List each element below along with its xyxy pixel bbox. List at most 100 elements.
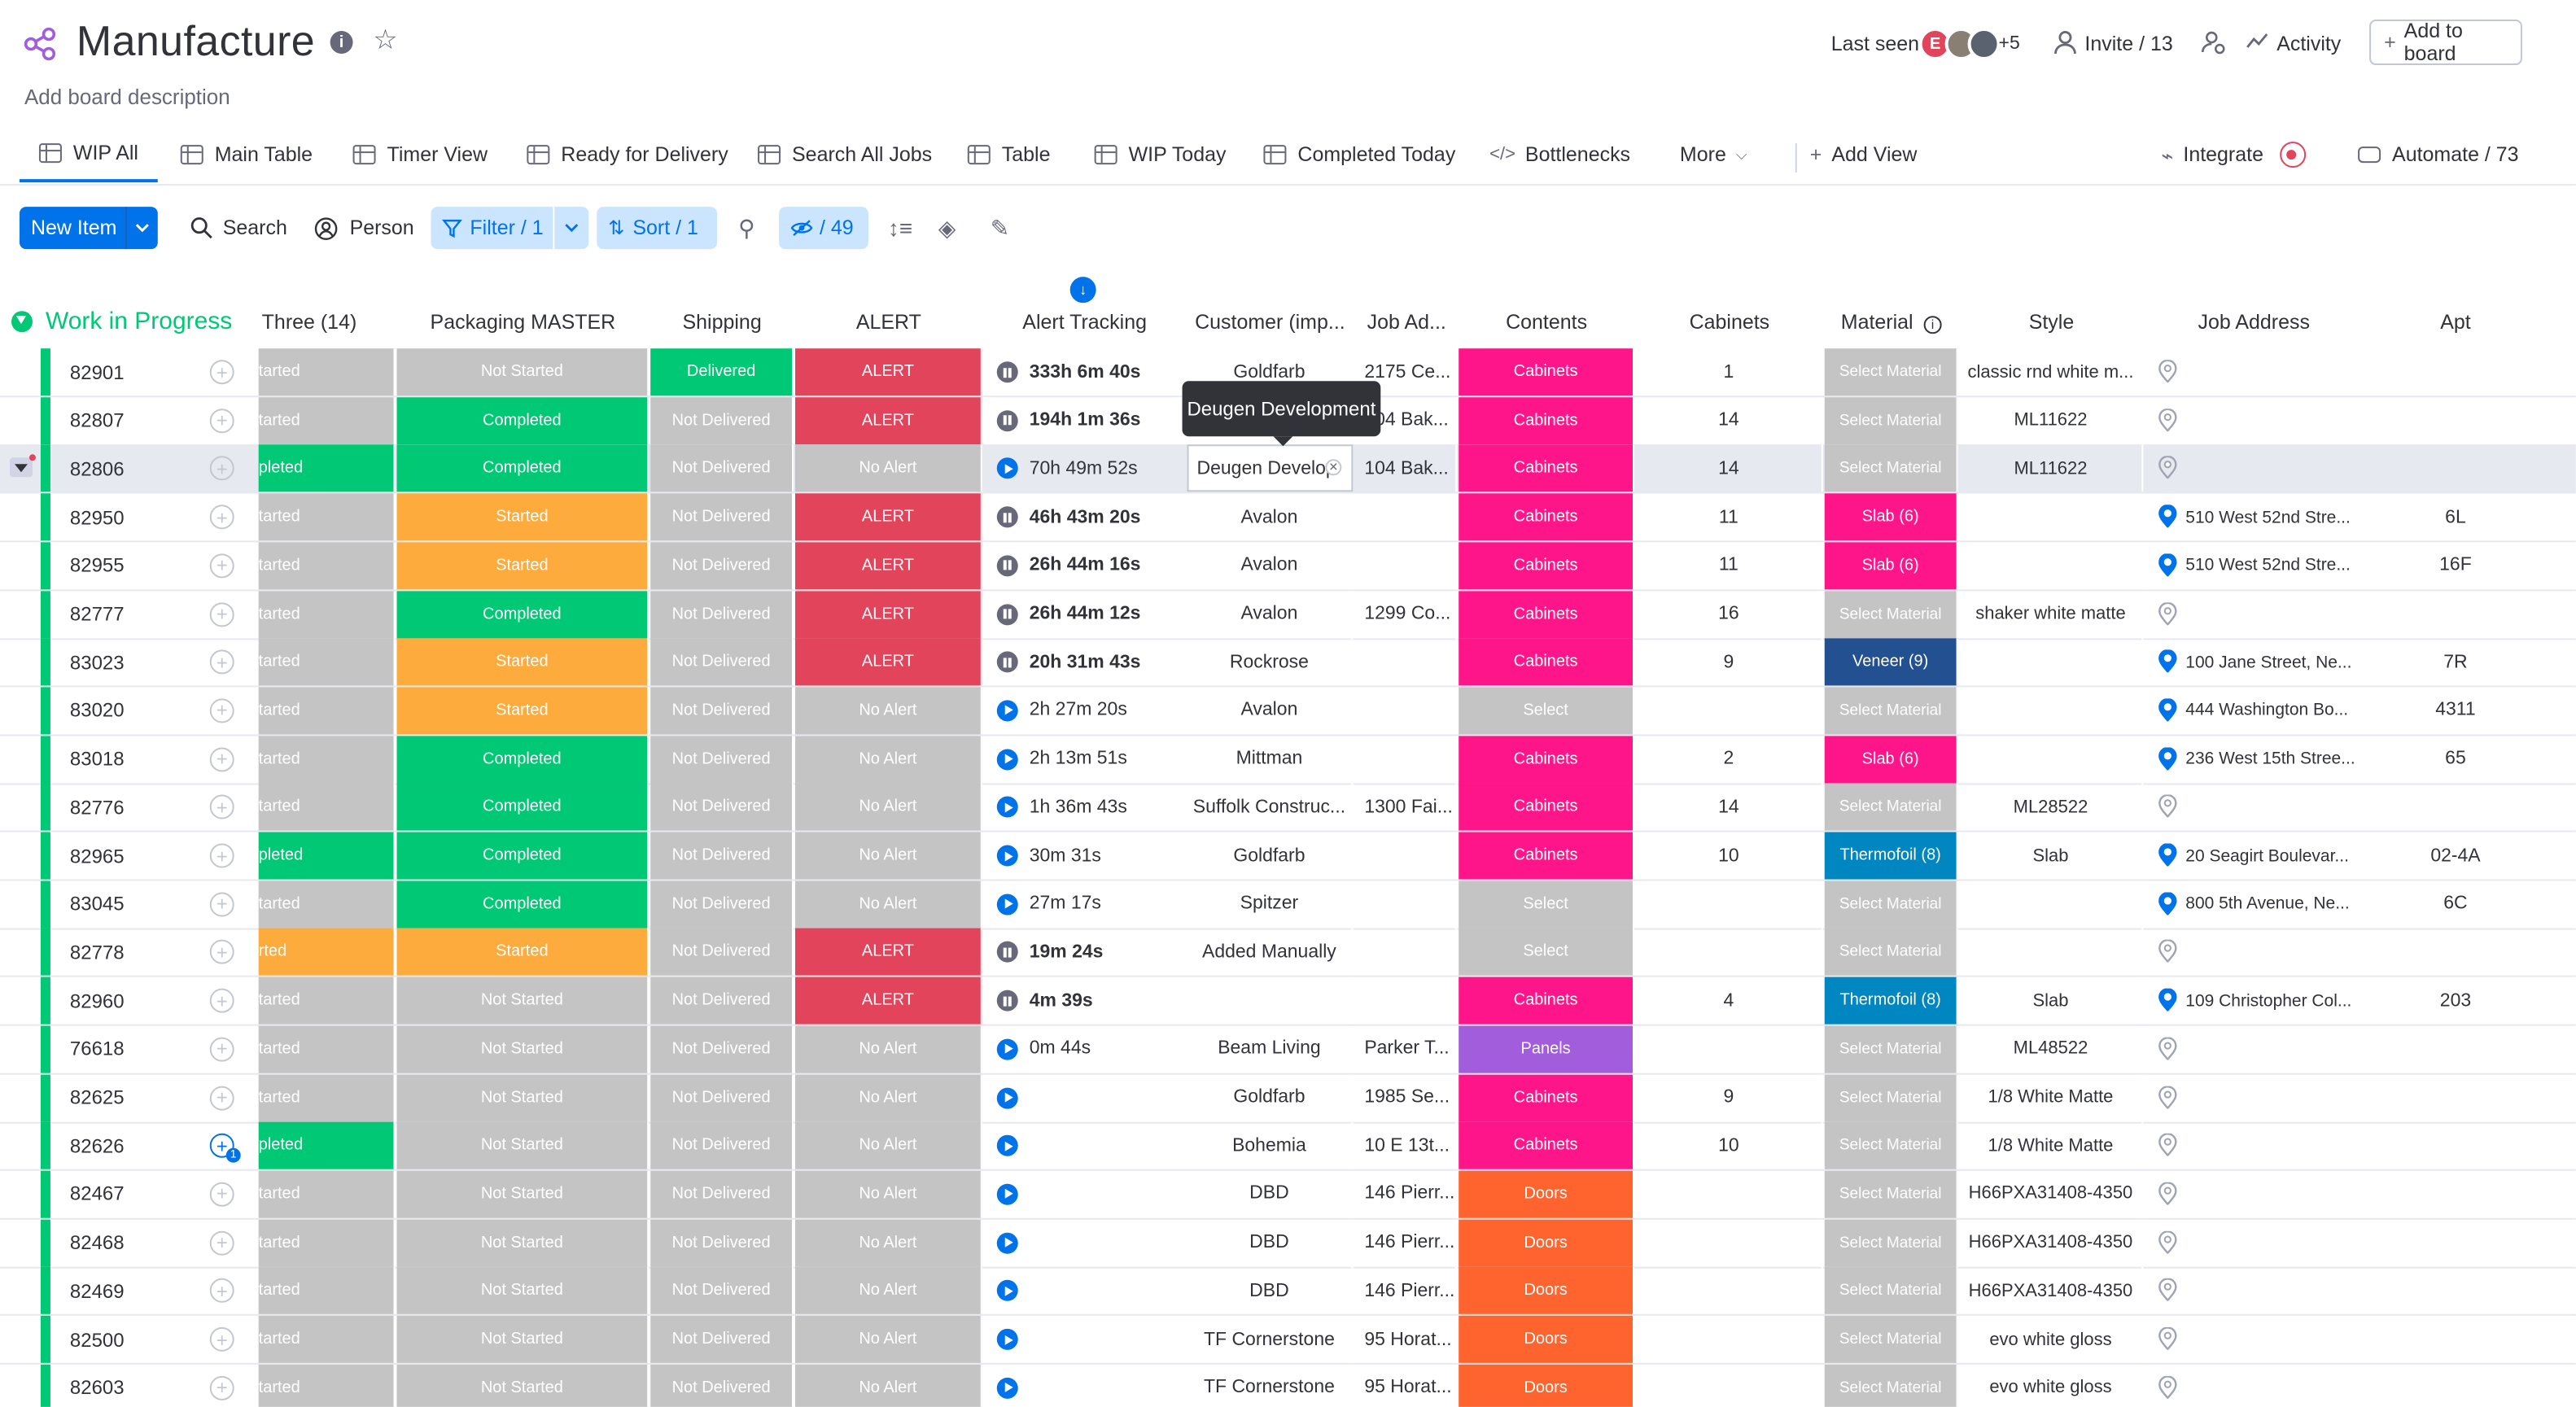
table-row[interactable]: 76618 + tarted Not Started Not Delivered No A…	[0, 1025, 2576, 1075]
time-tracking-cell[interactable]	[996, 1219, 1186, 1266]
status-material[interactable]: Select Material	[1824, 1025, 1958, 1073]
add-to-board-button[interactable]: + Add to board	[2369, 20, 2522, 65]
location-pin-icon[interactable]	[2158, 891, 2177, 915]
play-icon[interactable]	[996, 1086, 1018, 1108]
add-update-icon[interactable]: +	[209, 1375, 234, 1400]
play-icon[interactable]	[996, 1377, 1018, 1399]
status-three[interactable]: tarted	[258, 687, 396, 735]
apt-cell[interactable]	[2374, 1074, 2537, 1121]
apt-cell[interactable]: 16F	[2439, 555, 2472, 575]
info-icon[interactable]: i	[1923, 316, 1942, 334]
customer-cell[interactable]: Avalon	[1187, 541, 1354, 589]
job-address-short[interactable]	[1356, 638, 1458, 686]
customer-cell[interactable]: Avalon	[1187, 590, 1354, 638]
apt-cell[interactable]	[2374, 1025, 2537, 1073]
status-contents[interactable]: Cabinets	[1459, 493, 1634, 541]
status-material[interactable]: Thermofoil (8)	[1824, 977, 1958, 1025]
table-row[interactable]: 82500 + tarted Not Started Not Delivered No A…	[0, 1315, 2576, 1365]
customer-cell[interactable]: Goldfarb	[1187, 832, 1354, 880]
style-cell[interactable]: ML48522	[1960, 1025, 2144, 1073]
job-address-short[interactable]	[1356, 541, 1458, 589]
time-tracking-cell[interactable]: 2h 27m 20s	[996, 687, 1186, 734]
play-icon[interactable]	[996, 700, 1018, 722]
status-shipping[interactable]: Not Delivered	[650, 445, 794, 493]
status-three[interactable]: tarted	[258, 541, 396, 589]
cabinets-count[interactable]: 11	[1636, 493, 1823, 541]
add-update-icon[interactable]: +	[209, 505, 234, 530]
status-material[interactable]: Select Material	[1824, 445, 1958, 493]
cabinets-count[interactable]	[1636, 1364, 1823, 1407]
job-address-cell[interactable]: 236 West 15th Stree...	[2185, 749, 2355, 769]
pause-icon[interactable]	[996, 990, 1018, 1012]
style-cell[interactable]: H66PXA31408-4350	[1960, 1218, 2144, 1266]
time-tracking-cell[interactable]	[996, 1364, 1186, 1407]
status-packaging[interactable]: Not Started	[396, 1025, 649, 1073]
style-cell[interactable]	[1960, 929, 2144, 977]
status-three[interactable]: pleted	[258, 445, 396, 493]
job-address-cell[interactable]	[2185, 1025, 2355, 1073]
add-update-icon[interactable]: +	[209, 649, 234, 675]
play-icon[interactable]	[996, 1038, 1018, 1060]
job-address-cell[interactable]: 20 Seagirt Boulevar...	[2185, 846, 2349, 866]
status-alert[interactable]: ALERT	[795, 590, 982, 638]
status-packaging[interactable]: Completed	[396, 735, 649, 783]
cabinets-count[interactable]	[1636, 1315, 1823, 1363]
column-header-apt[interactable]: Apt	[2440, 311, 2471, 334]
status-shipping[interactable]: Not Delivered	[650, 832, 794, 880]
status-shipping[interactable]: Not Delivered	[650, 1073, 794, 1121]
customer-cell[interactable]: Spitzer	[1187, 880, 1354, 928]
add-update-icon[interactable]: +	[209, 1085, 234, 1110]
table-row[interactable]: 82965 + pleted Completed Not Delivered No Ale…	[0, 832, 2576, 881]
status-alert[interactable]: No Alert	[795, 1364, 982, 1407]
status-contents[interactable]: Select	[1459, 929, 1634, 977]
job-address-short[interactable]: 104 Bak...	[1356, 445, 1458, 493]
location-pin-icon[interactable]	[2158, 1036, 2177, 1061]
chevron-down-icon[interactable]	[553, 207, 588, 250]
cabinets-count[interactable]	[1636, 929, 1823, 977]
apt-cell[interactable]	[2374, 1219, 2537, 1266]
status-material[interactable]: Select Material	[1824, 784, 1958, 832]
status-contents[interactable]: Doors	[1459, 1315, 1634, 1363]
add-update-icon[interactable]: +	[209, 553, 234, 578]
item-name[interactable]: 82469	[69, 1279, 125, 1303]
status-alert[interactable]: No Alert	[795, 1025, 982, 1073]
job-address-cell[interactable]	[2185, 348, 2355, 395]
apt-cell[interactable]	[2374, 1171, 2537, 1218]
style-cell[interactable]: ML28522	[1960, 784, 2144, 832]
status-packaging[interactable]: Not Started	[396, 1267, 649, 1315]
table-row[interactable]: 82469 + tarted Not Started Not Delivered No A…	[0, 1267, 2576, 1317]
table-row[interactable]: 82955 + tarted Started Not Delivered ALERT 26h…	[0, 541, 2576, 591]
job-address-cell[interactable]: 510 West 52nd Stre...	[2185, 507, 2351, 527]
status-material[interactable]: Select Material	[1824, 1073, 1958, 1121]
status-shipping[interactable]: Not Delivered	[650, 493, 794, 541]
customer-cell[interactable]: DBD	[1187, 1267, 1354, 1315]
customer-cell[interactable]: Rockrose	[1187, 638, 1354, 686]
job-address-short[interactable]: 146 Pierr...	[1356, 1170, 1458, 1218]
style-cell[interactable]	[1960, 735, 2144, 783]
job-address-short[interactable]: 10 E 13t...	[1356, 1122, 1458, 1170]
pause-icon[interactable]	[996, 942, 1018, 963]
time-tracking-cell[interactable]	[996, 1316, 1186, 1363]
status-three[interactable]: tarted	[258, 1267, 396, 1315]
customer-cell[interactable]: Avalon	[1187, 687, 1354, 735]
apt-cell[interactable]	[2374, 1267, 2537, 1314]
apt-cell[interactable]	[2374, 590, 2537, 637]
status-packaging[interactable]: Started	[396, 541, 649, 589]
cabinets-count[interactable]: 11	[1636, 541, 1823, 589]
column-header-contents[interactable]: Contents	[1506, 311, 1588, 334]
cabinets-count[interactable]: 14	[1636, 396, 1823, 444]
status-alert[interactable]: No Alert	[795, 445, 982, 493]
status-alert[interactable]: ALERT	[795, 541, 982, 589]
star-icon[interactable]: ☆	[373, 24, 398, 56]
style-cell[interactable]	[1960, 638, 2144, 686]
status-contents[interactable]: Cabinets	[1459, 541, 1634, 589]
play-icon[interactable]	[996, 1328, 1018, 1350]
apt-cell[interactable]: 4311	[2435, 701, 2476, 721]
status-three[interactable]: tarted	[258, 590, 396, 638]
status-material[interactable]: Veneer (9)	[1824, 638, 1958, 686]
status-material[interactable]: Thermofoil (8)	[1824, 832, 1958, 880]
status-three[interactable]: pleted	[258, 832, 396, 880]
time-tracking-cell[interactable]: 333h 6m 40s	[996, 348, 1186, 395]
time-tracking-cell[interactable]	[996, 1171, 1186, 1218]
status-material[interactable]: Select Material	[1824, 1122, 1958, 1170]
